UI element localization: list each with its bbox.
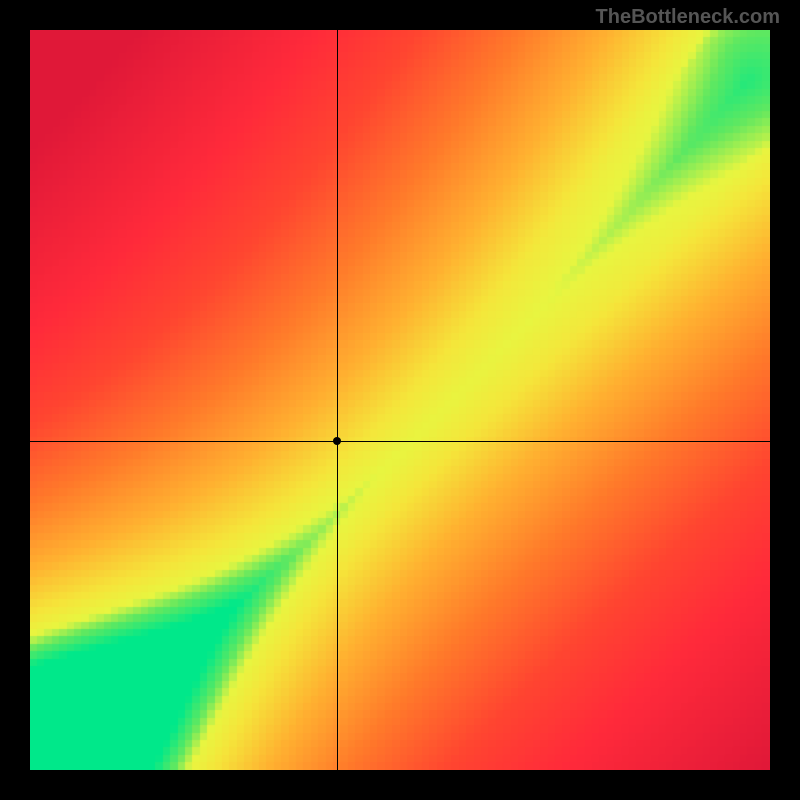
crosshair-vertical [337,30,338,770]
watermark-text: TheBottleneck.com [596,6,780,29]
crosshair-marker [333,437,341,445]
heatmap-plot [30,30,770,770]
crosshair-horizontal [30,441,770,442]
heatmap-canvas [30,30,770,770]
